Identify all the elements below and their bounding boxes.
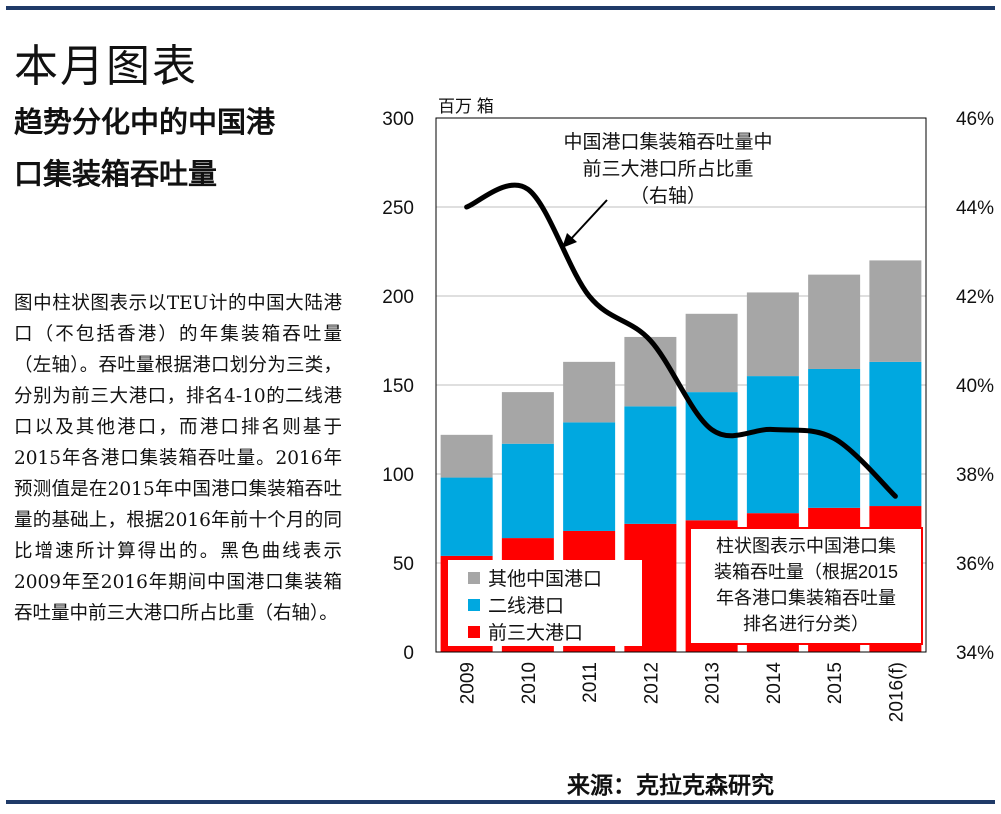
y2-tick-label: 46% <box>956 109 994 130</box>
y-tick-label: 50 <box>393 554 414 575</box>
x-tick-label: 2011 <box>580 662 601 703</box>
bar-other <box>440 434 493 478</box>
bar-note-text: 装箱吞吐量（根据2015 <box>714 562 898 582</box>
x-tick-label: 2016(f) <box>886 662 907 722</box>
legend-label: 二线港口 <box>488 595 564 617</box>
bar-tier2 <box>501 443 554 539</box>
share-line-layer <box>464 182 898 499</box>
y-axis-label: 百万 箱 <box>438 97 494 116</box>
legend-label: 其他中国港口 <box>488 568 602 590</box>
x-tick-label: 2009 <box>458 662 479 704</box>
bar-tier2 <box>746 376 799 514</box>
legend-swatch <box>468 626 480 638</box>
annotations: 中国港口集装箱吞吐量中前三大港口所占比重 （右轴） 柱状图表示中国港口集装箱吞吐量（… <box>562 131 923 645</box>
y-tick-label: 250 <box>382 198 414 219</box>
x-tick-label: 2013 <box>703 662 724 704</box>
y-tick-label: 0 <box>403 643 414 664</box>
y2-tick-label: 38% <box>956 465 994 486</box>
share-line <box>464 182 898 499</box>
y2-tick-label: 44% <box>956 198 994 219</box>
source-label: 来源：克拉克森研究 <box>567 773 774 799</box>
bottom-rule <box>6 800 995 804</box>
plot-frame <box>435 117 927 653</box>
bar-tier2 <box>440 477 493 556</box>
bar-other <box>501 392 554 444</box>
bar-other <box>808 274 861 369</box>
y2-tick-label: 42% <box>956 287 994 308</box>
legend-label: 前三大港口 <box>488 622 583 644</box>
y2-tick-label: 36% <box>956 554 994 575</box>
y-tick-label: 100 <box>382 465 414 486</box>
y2-tick-label: 40% <box>956 376 994 397</box>
y-tick-label: 300 <box>382 109 414 130</box>
axes: 0 50 100 150 200 250 300 34% 36% 38% 40% 42% 44% 46% 百… <box>382 97 994 722</box>
bar-other <box>624 336 677 407</box>
bar-note-box <box>689 527 923 645</box>
bar-tier2 <box>624 406 677 524</box>
bar-other <box>869 260 922 362</box>
page-title: 本月图表 <box>14 41 198 92</box>
legend-box <box>448 560 642 646</box>
x-tick-label: 2014 <box>764 662 785 705</box>
line-annotation-text: 中国港口集装箱吞吐量中 <box>563 131 772 153</box>
bar-other <box>563 361 616 423</box>
headline-line-2: 口集装箱吞吐量 <box>14 157 218 191</box>
bar-note-text: 柱状图表示中国港口集 <box>716 536 896 556</box>
top-rule <box>6 6 995 10</box>
annotation-arrow <box>569 199 608 241</box>
bar-note-text: 排名进行分类） <box>743 614 869 634</box>
annotation-arrow-head <box>562 233 577 248</box>
bar-tier2 <box>869 361 922 507</box>
y2-tick-label: 34% <box>956 643 994 664</box>
bar-other <box>746 292 799 377</box>
legend-swatch <box>468 572 480 584</box>
x-tick-label: 2010 <box>519 662 540 704</box>
legend-swatch <box>468 599 480 611</box>
y-tick-label: 150 <box>382 376 414 397</box>
x-tick-label: 2012 <box>641 662 662 704</box>
bar-tier2 <box>563 422 616 531</box>
headline-line-1: 趋势分化中的中国港 <box>14 105 276 139</box>
headline: 趋势分化中的中国港 口集装箱吞吐量 <box>14 96 334 200</box>
line-annotation-text: 前三大港口所占比重 <box>582 158 753 180</box>
chart-description: 图中柱状图表示以TEU计的中国大陆港口（不包括香港）的年集装箱吞吐量（左轴）。吞… <box>14 293 342 624</box>
bar-other <box>685 313 738 393</box>
line-annotation-text: （右轴） <box>630 185 706 207</box>
x-tick-label: 2015 <box>825 662 846 704</box>
bar-note-text: 年各港口集装箱吞吐量 <box>716 588 896 608</box>
y-tick-label: 200 <box>382 287 414 308</box>
